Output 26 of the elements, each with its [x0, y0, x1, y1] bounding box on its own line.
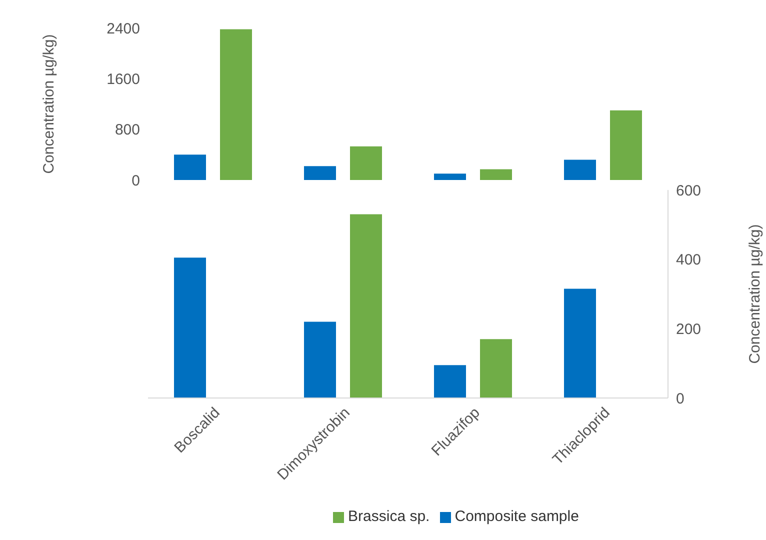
bar — [350, 214, 382, 398]
bar — [434, 174, 466, 180]
bar — [564, 160, 596, 180]
y-axis-title: Concentration µg/kg) — [40, 34, 58, 174]
legend-label: Composite sample — [454, 508, 579, 525]
y-tick-label: 0 — [132, 172, 140, 190]
bar — [304, 166, 336, 180]
bar — [564, 288, 596, 398]
bar — [174, 258, 206, 398]
y2-tick-label: 0 — [676, 390, 684, 408]
bar — [480, 169, 512, 180]
y-tick-label: 1600 — [106, 70, 140, 88]
y2-axis-title: Concentration µg/kg) — [746, 224, 764, 364]
bar — [304, 322, 336, 398]
bar — [610, 110, 642, 180]
bar — [434, 365, 466, 398]
bar — [480, 339, 512, 398]
y2-tick-label: 600 — [676, 182, 702, 200]
y2-tick-label: 400 — [676, 252, 702, 269]
y-tick-label: 2400 — [106, 20, 140, 38]
bar — [350, 146, 382, 180]
bar — [174, 154, 206, 180]
bar — [220, 29, 252, 180]
y-tick-label: 800 — [114, 122, 140, 139]
y2-tick-label: 200 — [676, 320, 702, 338]
legend-label: Brassica sp. — [348, 508, 430, 525]
